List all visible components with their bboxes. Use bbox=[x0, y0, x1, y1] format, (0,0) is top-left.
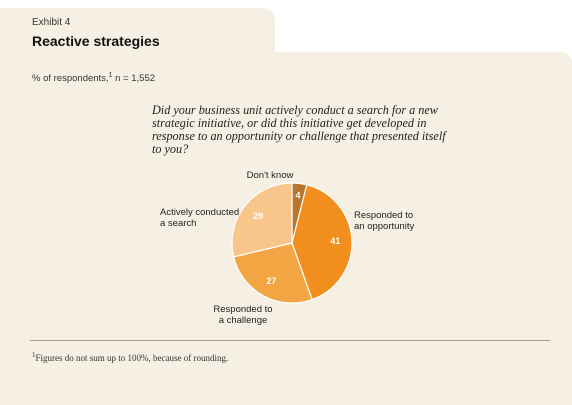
pie-slice-actively-conducted-a-search bbox=[231, 182, 293, 258]
pie-value-don-t-know: 4 bbox=[295, 190, 300, 200]
footnote-divider bbox=[30, 340, 550, 341]
exhibit-number: Exhibit 4 bbox=[32, 17, 71, 28]
exhibit-subtitle: % of respondents,1 n = 1,552 bbox=[32, 72, 155, 84]
pie-label-actively-conducted-a-search: Actively conducted a search bbox=[160, 207, 239, 229]
pie-value-responded-to-an-opportunity: 41 bbox=[330, 236, 340, 246]
pie-slice-responded-to-an-opportunity bbox=[291, 184, 353, 301]
pie-value-responded-to-a-challenge: 27 bbox=[266, 276, 276, 286]
exhibit-title: Reactive strategies bbox=[32, 33, 160, 49]
pie-value-actively-conducted-a-search: 29 bbox=[253, 211, 263, 221]
pie-label-responded-to-a-challenge: Responded to a challenge bbox=[213, 304, 272, 326]
subtitle-text: % of respondents, bbox=[32, 73, 109, 85]
pie-label-responded-to-an-opportunity: Responded to an opportunity bbox=[354, 210, 414, 232]
pie-slice-responded-to-a-challenge bbox=[232, 242, 313, 304]
footnote-text: Figures do not sum up to 100%, because o… bbox=[35, 353, 229, 363]
pie-label-don-t-know: Don't know bbox=[247, 170, 294, 181]
exhibit-header-tab bbox=[0, 8, 275, 56]
footnote-marker: 1 bbox=[32, 351, 36, 359]
subtitle-footnote-marker: 1 bbox=[108, 72, 113, 79]
footnote: 1Figures do not sum up to 100%, because … bbox=[32, 351, 228, 363]
survey-question: Did your business unit actively conduct … bbox=[152, 103, 446, 156]
subtitle-sample-size: n = 1,552 bbox=[112, 73, 156, 85]
